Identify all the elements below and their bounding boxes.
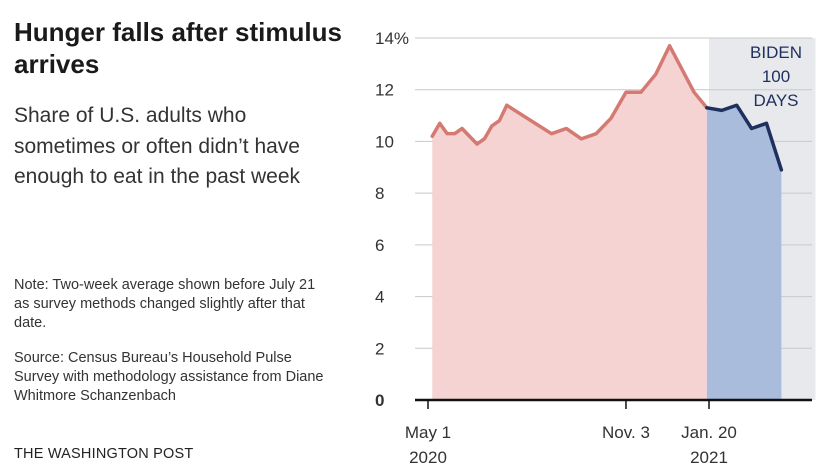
y-tick-label: 0 (375, 391, 384, 410)
biden-100-days-label: 100 (762, 67, 790, 86)
y-tick-label: 6 (375, 236, 384, 255)
y-tick-label: 8 (375, 184, 384, 203)
biden-100-days-label: DAYS (753, 91, 798, 110)
x-tick-label: Nov. 3 (602, 423, 650, 442)
chart-subtitle: Share of U.S. adults who sometimes or of… (14, 104, 301, 188)
pre-biden-area (432, 45, 707, 400)
y-tick-label: 14% (375, 29, 409, 48)
x-tick-label: 2020 (409, 448, 447, 467)
x-tick-label: Jan. 20 (681, 423, 737, 442)
biden-line (705, 103, 784, 172)
y-tick-label: 10 (375, 132, 394, 151)
x-tick-label: May 1 (405, 423, 451, 442)
x-tick-label: 2021 (690, 448, 728, 467)
y-tick-label: 2 (375, 339, 384, 358)
chart-title: Hunger falls after stimulus arrives (14, 17, 342, 79)
chart-note: Note: Two-week average shown before July… (14, 277, 316, 331)
pre-biden-line (430, 44, 709, 146)
biden-100-days-label: BIDEN (750, 43, 802, 62)
y-tick-label: 4 (375, 288, 384, 307)
biden-area (706, 105, 782, 400)
publisher-credit: THE WASHINGTON POST (14, 446, 194, 462)
y-tick-label: 12 (375, 81, 394, 100)
chart-source: Source: Census Bureau’s Household Pulse … (14, 350, 324, 404)
